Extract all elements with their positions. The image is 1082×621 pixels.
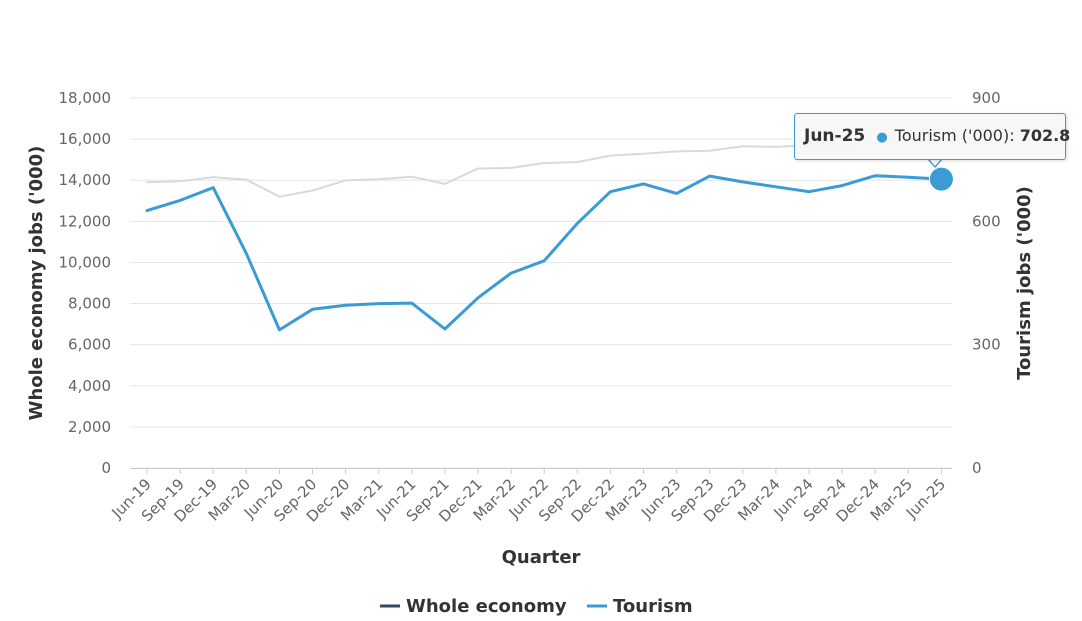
legend-label-whole-economy: Whole economy: [406, 596, 567, 617]
left-y-tick-label: 0: [101, 459, 111, 477]
right-y-tick-label: 600: [972, 212, 1001, 230]
right-y-axis-ticks: 0 300 600 900: [972, 89, 1001, 477]
legend-item-tourism[interactable]: Tourism: [587, 596, 693, 617]
left-y-tick-label: 12,000: [59, 212, 112, 230]
left-y-tick-label: 18,000: [59, 89, 112, 107]
hover-marker-layer: [928, 166, 954, 192]
legend-item-whole-economy[interactable]: Whole economy: [380, 596, 567, 617]
tooltip-arrow-fill: [928, 158, 942, 166]
tooltip-date: Jun-25: [804, 126, 866, 146]
right-y-tick-label: 0: [972, 459, 982, 477]
series-layer[interactable]: [145, 141, 943, 332]
left-y-axis-ticks: 0 2,000 4,000 6,000 8,000 10,000 12,000 14,000 1…: [59, 89, 112, 477]
right-y-tick-label: 300: [972, 336, 1001, 354]
series-line-tourism[interactable]: [145, 174, 943, 332]
tooltip-series-dot-icon: ●: [876, 130, 888, 145]
hover-marker: [928, 166, 954, 192]
legend-label-tourism: Tourism: [613, 596, 693, 617]
left-y-tick-label: 16,000: [59, 130, 112, 148]
x-axis-title: Quarter: [502, 547, 581, 568]
hover-tooltip: Jun-25 ● Tourism ('000): 702.8: [794, 113, 1070, 160]
left-y-tick-label: 14,000: [59, 171, 112, 189]
left-y-axis-title: Whole economy jobs ('000): [26, 146, 47, 421]
right-y-axis-title: Tourism jobs ('000): [1014, 186, 1035, 380]
right-y-tick-label: 900: [972, 89, 1001, 107]
tooltip-series-label: Tourism ('000):: [894, 126, 1015, 145]
left-y-tick-label: 2,000: [68, 418, 111, 436]
left-y-tick-label: 6,000: [68, 336, 111, 354]
tooltip-value: 702.8: [1019, 126, 1071, 145]
legend: Whole economy Tourism: [380, 596, 693, 617]
x-axis-ticks: Jun-19Sep-19Dec-19Mar-20Jun-20Sep-20Dec-…: [107, 468, 952, 526]
left-y-tick-label: 4,000: [68, 377, 111, 395]
left-y-tick-label: 10,000: [59, 253, 112, 271]
left-y-tick-label: 8,000: [68, 295, 111, 313]
